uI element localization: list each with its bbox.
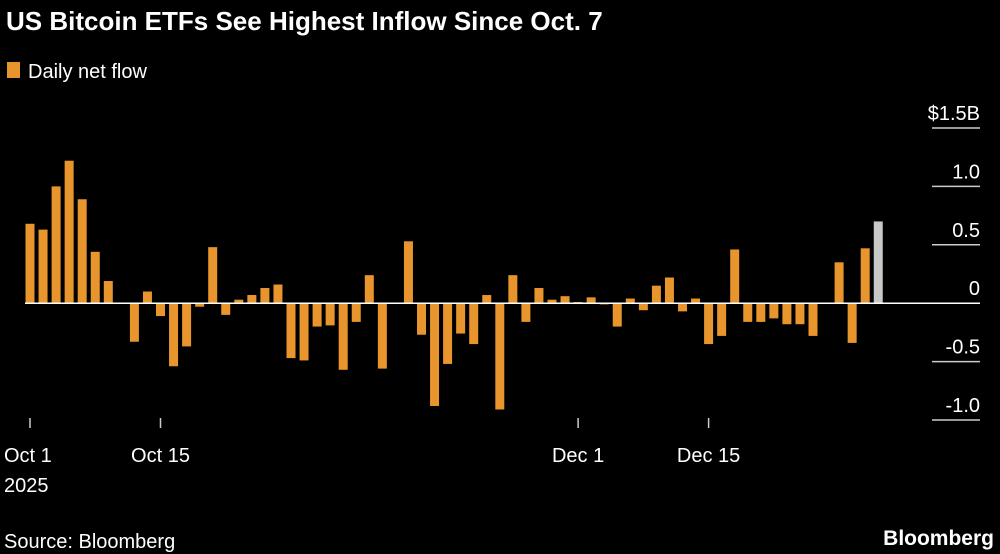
bar xyxy=(756,303,766,322)
bar xyxy=(860,248,870,304)
bar xyxy=(873,221,883,304)
bar xyxy=(142,291,152,304)
bar xyxy=(664,277,674,304)
bar xyxy=(90,251,100,304)
bar xyxy=(782,303,792,325)
bar xyxy=(586,297,596,304)
legend-label: Daily net flow xyxy=(28,61,147,83)
brand: Bloomberg xyxy=(883,527,994,550)
bar xyxy=(521,303,531,322)
x-tick-label: Oct 1 xyxy=(4,445,52,467)
bar xyxy=(182,303,192,347)
bar xyxy=(195,303,205,307)
bar xyxy=(704,303,714,345)
bar xyxy=(247,295,257,304)
bar xyxy=(234,299,244,304)
bar xyxy=(338,303,348,370)
bar xyxy=(364,275,374,304)
bar xyxy=(638,303,648,311)
bar xyxy=(312,303,322,327)
bar xyxy=(495,303,505,410)
bar xyxy=(691,298,701,304)
bar xyxy=(25,223,35,304)
bar xyxy=(847,303,857,343)
bar xyxy=(417,303,426,335)
bar xyxy=(547,299,557,304)
x-tick-label: Dec 1 xyxy=(552,445,604,467)
x-tick-label: Dec 15 xyxy=(677,445,740,467)
bar xyxy=(51,186,61,304)
bar xyxy=(377,303,387,369)
bar xyxy=(508,275,518,304)
bar xyxy=(651,285,661,304)
bar xyxy=(156,303,165,317)
bar xyxy=(64,160,74,304)
source: Source: Bloomberg xyxy=(4,531,175,553)
bar xyxy=(730,249,740,304)
bar xyxy=(325,303,335,326)
year-label: 2025 xyxy=(4,475,49,497)
bar xyxy=(795,303,805,325)
bar xyxy=(299,303,309,361)
bar xyxy=(129,303,139,342)
bar xyxy=(403,241,413,304)
bar xyxy=(221,303,231,315)
y-tick-label: $1.5B xyxy=(928,103,980,125)
bar xyxy=(456,303,466,334)
bar xyxy=(430,303,440,406)
bar xyxy=(834,262,844,304)
y-tick-label: 0 xyxy=(969,278,980,300)
bar xyxy=(169,303,179,367)
bar xyxy=(273,284,283,304)
bar xyxy=(38,229,48,304)
y-tick-label: -1.0 xyxy=(946,395,980,417)
bar xyxy=(286,303,296,359)
y-tick-label: 1.0 xyxy=(952,161,980,183)
bar xyxy=(678,303,687,312)
legend-swatch xyxy=(7,62,20,78)
bar xyxy=(443,303,453,364)
bar xyxy=(625,298,635,304)
bar xyxy=(103,281,113,304)
bar xyxy=(769,303,779,319)
bar xyxy=(534,288,544,304)
bar xyxy=(717,303,727,336)
x-tick-label: Oct 15 xyxy=(131,445,190,467)
bar xyxy=(77,199,87,304)
chart-title: US Bitcoin ETFs See Highest Inflow Since… xyxy=(6,6,603,36)
bar xyxy=(482,295,492,304)
bar xyxy=(469,303,479,345)
bar xyxy=(351,303,361,322)
bar xyxy=(260,288,270,304)
y-tick-label: -0.5 xyxy=(946,337,980,359)
bar xyxy=(808,303,818,336)
bar xyxy=(560,296,570,304)
y-tick-label: 0.5 xyxy=(952,220,980,242)
bar xyxy=(208,247,218,304)
bar xyxy=(743,303,753,322)
bar xyxy=(612,303,622,327)
